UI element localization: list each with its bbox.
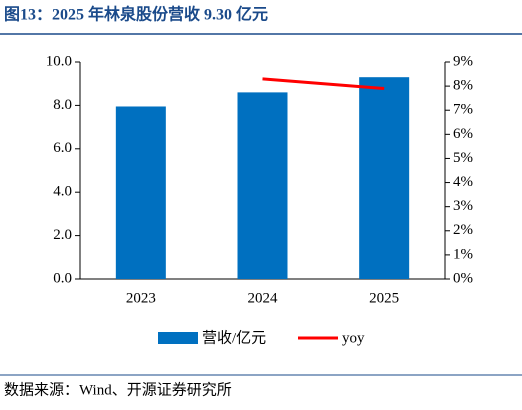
y2-tick-label: 1%	[453, 246, 473, 262]
y2-tick-label: 9%	[453, 53, 473, 69]
y2-tick-label: 2%	[453, 222, 473, 238]
source: 数据来源：Wind、开源证券研究所	[4, 381, 232, 398]
y2-tick-label: 0%	[453, 270, 473, 286]
y2-tick-label: 8%	[453, 78, 473, 94]
y2-tick-label: 5%	[453, 150, 473, 166]
y-tick-label: 8.0	[53, 97, 72, 113]
legend-swatch	[158, 332, 198, 344]
bar	[115, 106, 166, 279]
x-tick-label: 2025	[369, 290, 399, 306]
y-tick-label: 0.0	[53, 270, 72, 286]
x-tick-label: 2023	[126, 290, 156, 306]
y-tick-label: 2.0	[53, 227, 72, 243]
y-tick-label: 6.0	[53, 140, 72, 156]
y2-tick-label: 3%	[453, 198, 473, 214]
line	[262, 77, 385, 91]
bar	[359, 77, 410, 279]
bar	[237, 92, 288, 279]
y-tick-label: 10.0	[46, 53, 72, 69]
y2-tick-label: 4%	[453, 174, 473, 190]
x-tick-label: 2024	[248, 290, 279, 306]
y-tick-label: 4.0	[53, 184, 72, 200]
legend-label: 营收/亿元	[202, 329, 266, 346]
legend-label: yoy	[342, 330, 365, 346]
chart-title: 图13：2025 年林泉股份营收 9.30 亿元	[4, 5, 268, 24]
y2-tick-label: 6%	[453, 126, 473, 142]
y2-tick-label: 7%	[453, 102, 473, 118]
